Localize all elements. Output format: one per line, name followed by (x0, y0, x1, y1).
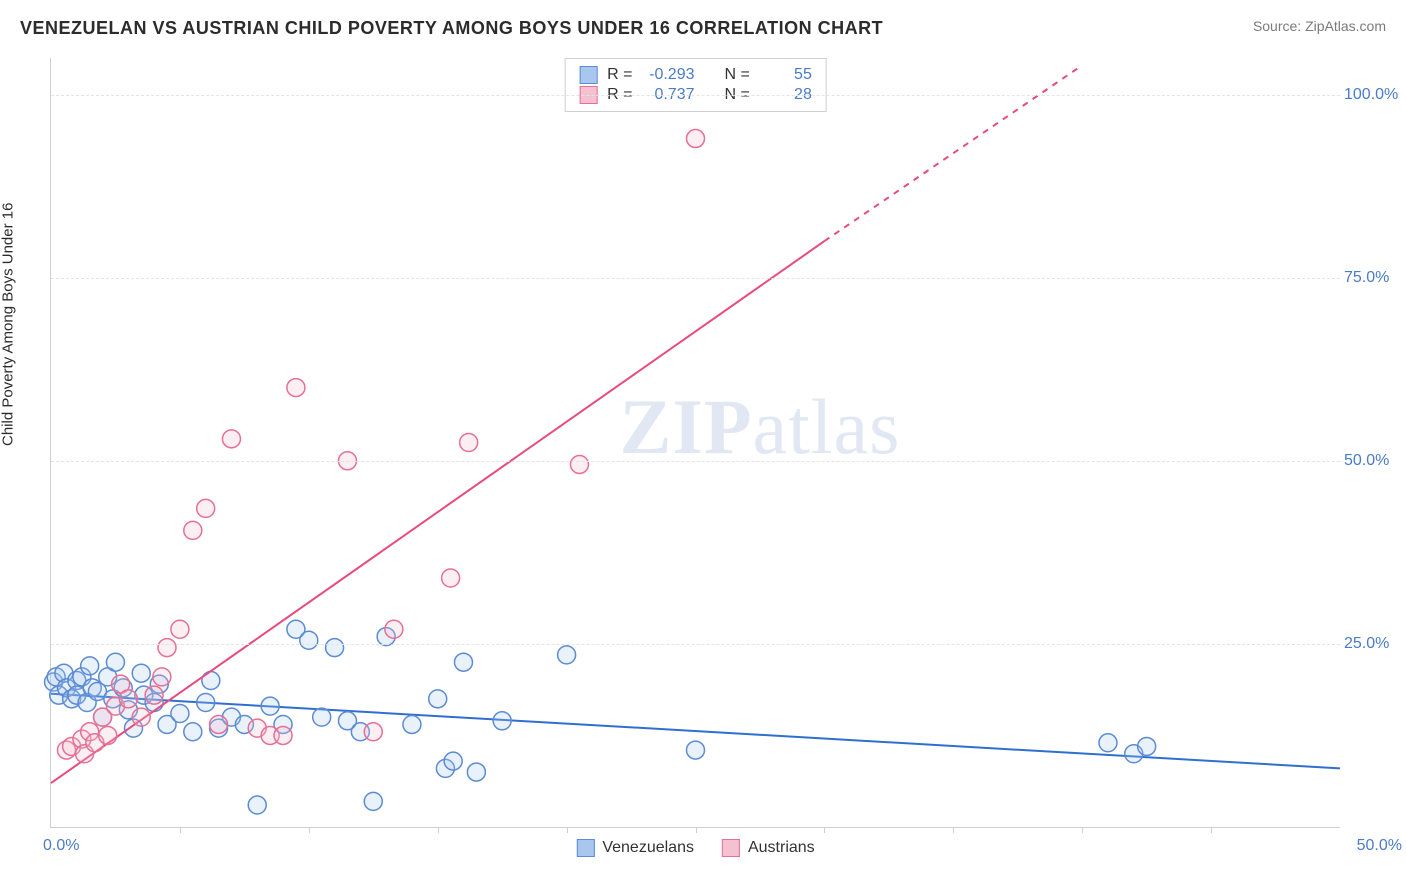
source-label: Source: (1253, 18, 1301, 34)
legend-label-austrians: Austrians (748, 839, 815, 857)
x-tick (1211, 827, 1212, 833)
source-name: ZipAtlas.com (1305, 18, 1386, 34)
x-tick (309, 827, 310, 833)
stat-r-label: R = (607, 66, 632, 84)
x-tick (1082, 827, 1083, 833)
stat-n-value-venezuelans: 55 (760, 66, 812, 84)
scatter-svg (51, 58, 1340, 827)
x-tick (953, 827, 954, 833)
legend-swatch-venezuelans (576, 839, 594, 857)
y-tick-label: 50.0% (1344, 452, 1402, 470)
gridline (51, 278, 1340, 279)
x-tick (438, 827, 439, 833)
x-tick (824, 827, 825, 833)
x-tick (180, 827, 181, 833)
legend: Venezuelans Austrians (576, 839, 814, 857)
gridline (51, 644, 1340, 645)
x-axis-max-label: 50.0% (1357, 837, 1402, 855)
stat-n-label: N = (725, 66, 750, 84)
legend-label-venezuelans: Venezuelans (602, 839, 694, 857)
x-tick (696, 827, 697, 833)
chart-plot-area: ZIPatlas R = -0.293 N = 55 R = 0.737 N =… (50, 58, 1340, 828)
gridline (51, 461, 1340, 462)
stats-row-venezuelans: R = -0.293 N = 55 (579, 65, 812, 85)
source-attribution: Source: ZipAtlas.com (1253, 18, 1386, 34)
correlation-stats-box: R = -0.293 N = 55 R = 0.737 N = 28 (564, 58, 827, 112)
legend-item-austrians: Austrians (722, 839, 815, 857)
legend-item-venezuelans: Venezuelans (576, 839, 694, 857)
stat-r-value-venezuelans: -0.293 (643, 66, 695, 84)
y-tick-label: 100.0% (1344, 86, 1402, 104)
y-tick-label: 75.0% (1344, 269, 1402, 287)
y-tick-label: 25.0% (1344, 635, 1402, 653)
swatch-venezuelans (579, 66, 597, 84)
x-tick (567, 827, 568, 833)
y-axis-label: Child Poverty Among Boys Under 16 (0, 203, 17, 446)
x-axis-origin-label: 0.0% (43, 837, 79, 855)
chart-title: VENEZUELAN VS AUSTRIAN CHILD POVERTY AMO… (20, 18, 883, 39)
legend-swatch-austrians (722, 839, 740, 857)
gridline (51, 95, 1340, 96)
